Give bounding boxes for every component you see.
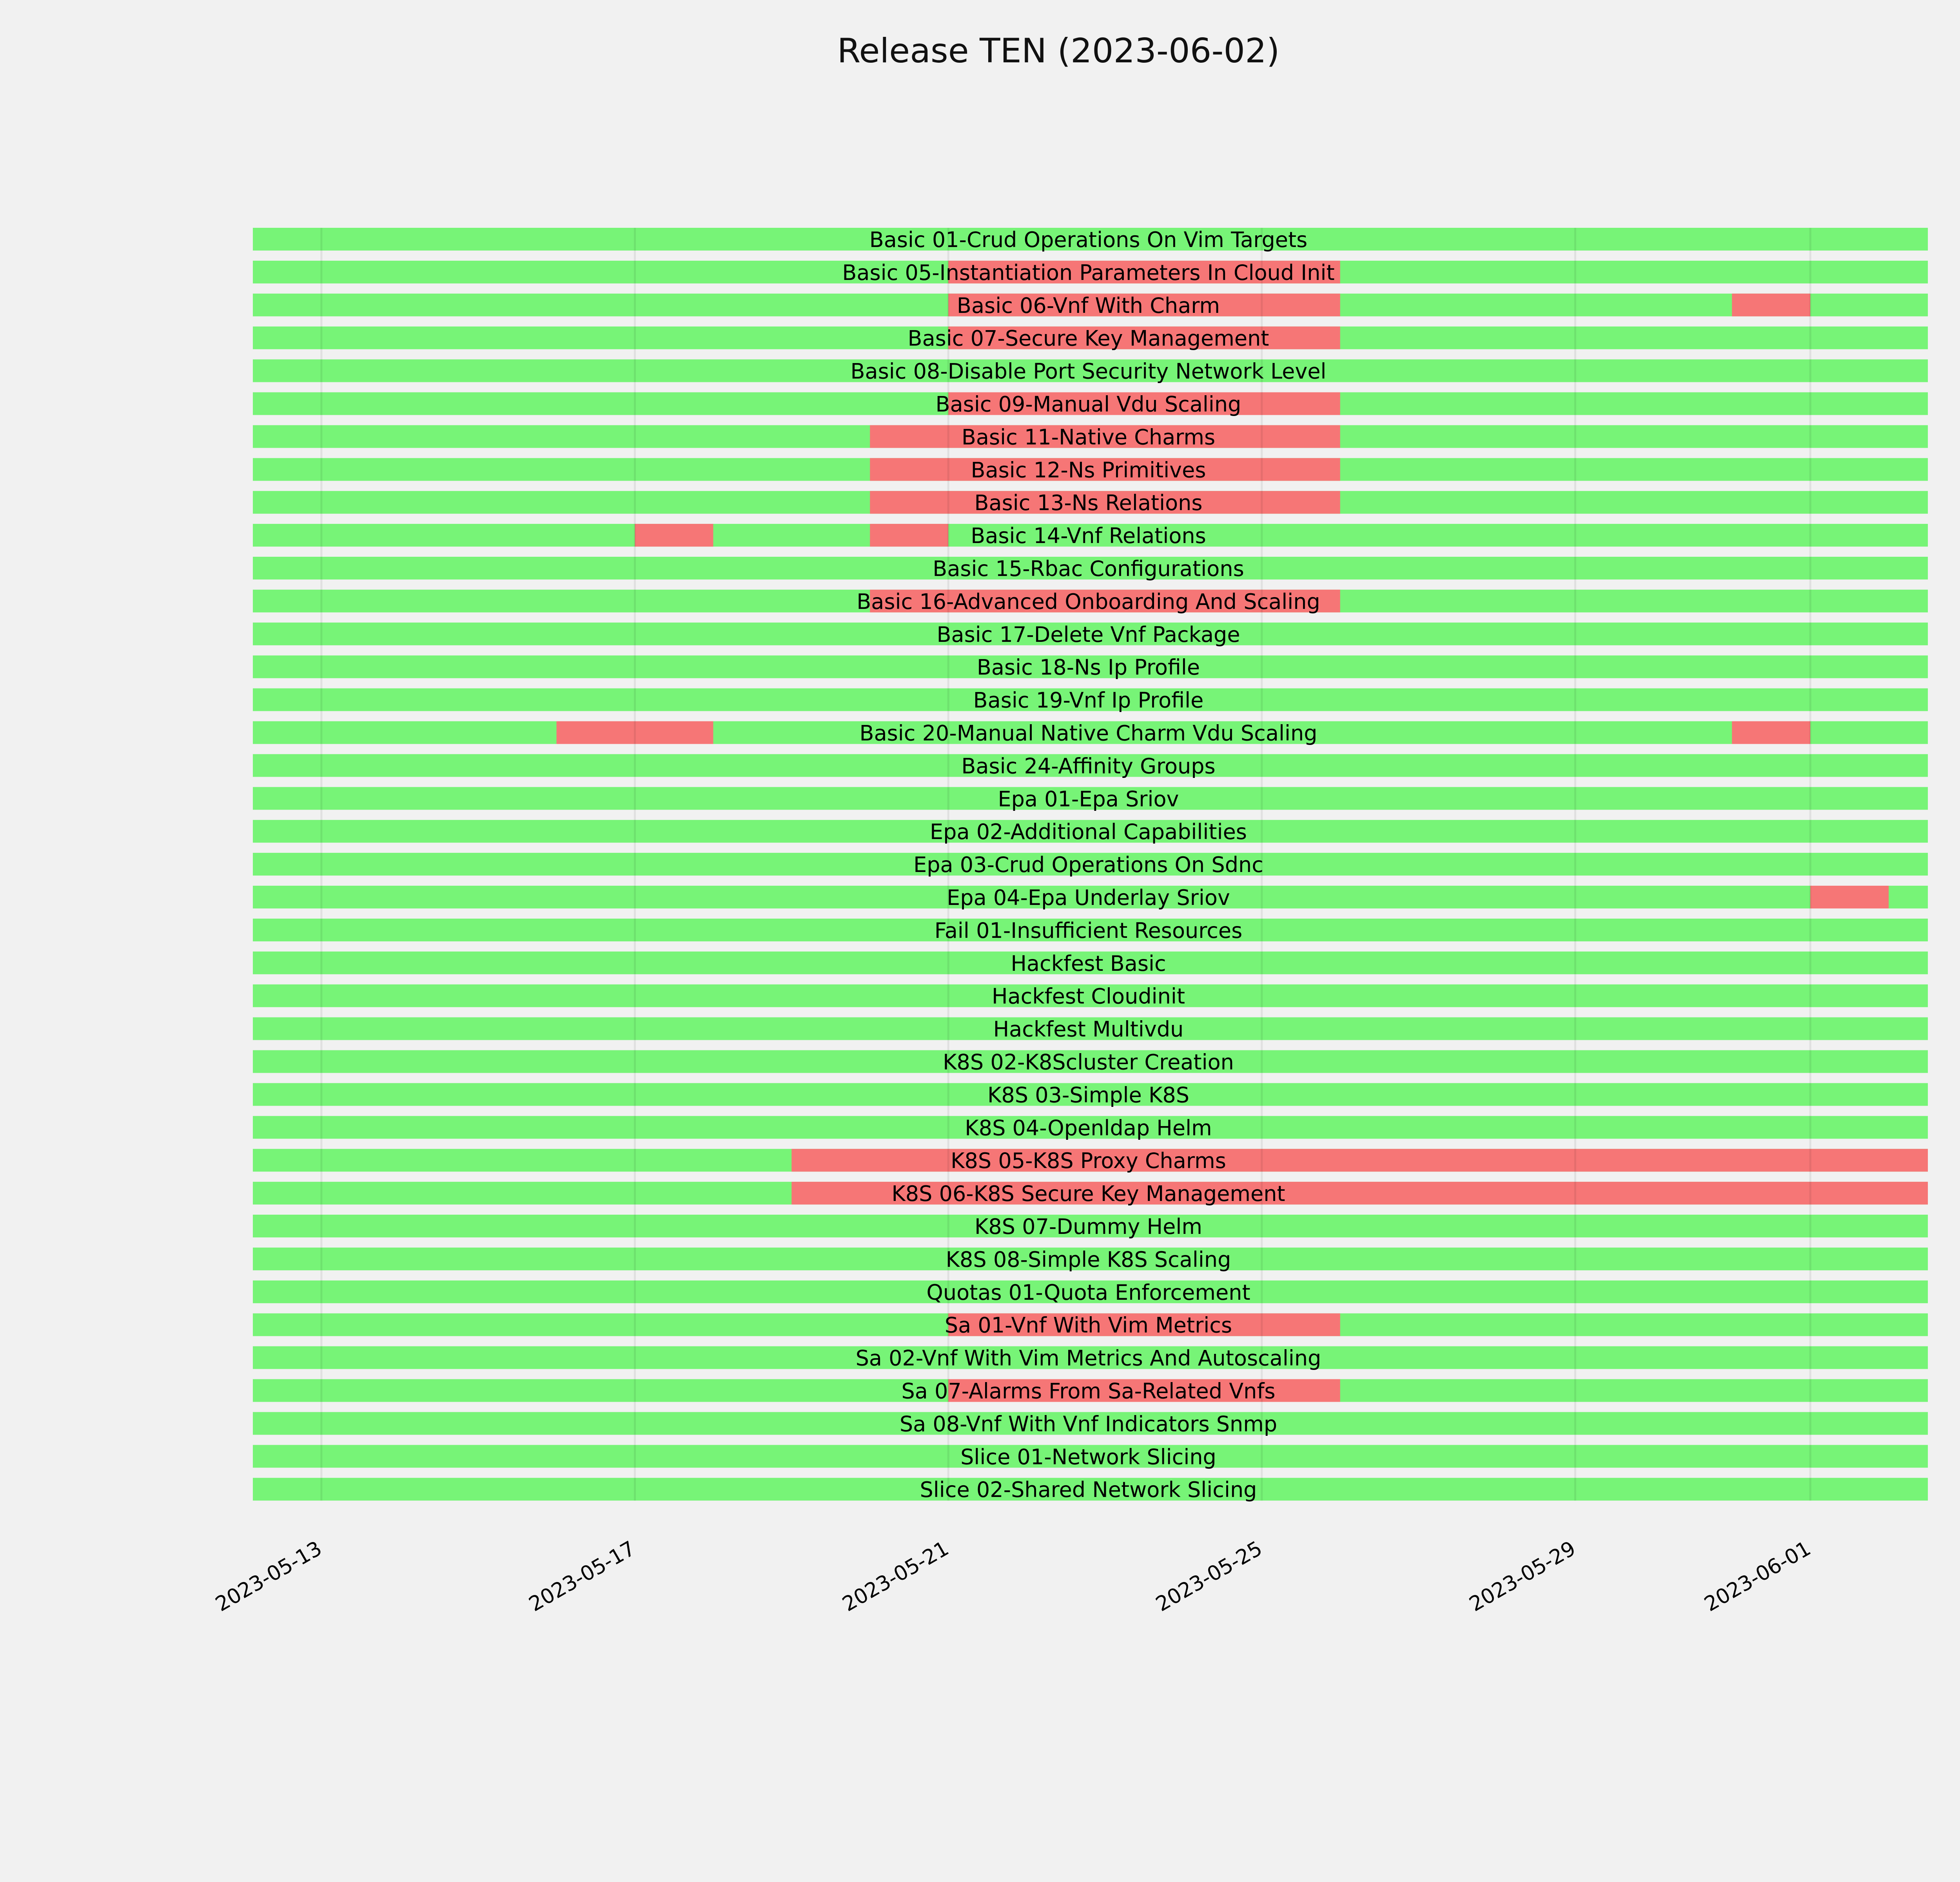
fail-segment — [948, 293, 1340, 316]
fail-segment — [791, 1182, 1928, 1205]
pass-bar — [253, 359, 1928, 382]
fail-segment — [870, 589, 1340, 612]
pass-bar — [253, 721, 1928, 744]
row-label: K8S 05-K8S Proxy Charms — [951, 1148, 1226, 1173]
row-label: Sa 02-Vnf With Vim Metrics And Autoscali… — [856, 1346, 1321, 1371]
x-tick-label: 2023-05-25 — [1152, 1537, 1267, 1616]
fail-segment — [1732, 721, 1811, 744]
row-label: K8S 03-Simple K8S — [987, 1083, 1189, 1107]
labels-layer: Basic 01-Crud Operations On Vim Targets B… — [842, 227, 1334, 1502]
row-label: Hackfest Basic — [1011, 951, 1166, 976]
row-label: Epa 02-Additional Capabilities — [930, 819, 1247, 844]
pass-bar — [253, 622, 1928, 645]
row-label: Quotas 01-Quota Enforcement — [926, 1280, 1250, 1305]
fail-segment — [870, 524, 949, 547]
row-label: Sa 08-Vnf With Vnf Indicators Snmp — [900, 1412, 1277, 1436]
row-label: K8S 06-K8S Secure Key Management — [891, 1181, 1285, 1206]
row-label: Sa 07-Alarms From Sa-Related Vnfs — [901, 1379, 1275, 1404]
row-label: Basic 13-Ns Relations — [974, 490, 1202, 515]
pass-bar — [253, 524, 1928, 547]
pass-bar — [253, 1445, 1928, 1468]
x-tick-label: 2023-06-01 — [1700, 1537, 1815, 1616]
row-label: Basic 05-Instantiation Parameters In Clo… — [842, 260, 1334, 285]
x-tick-label: 2023-05-21 — [838, 1537, 953, 1616]
row-label: Epa 03-Crud Operations On Sdnc — [913, 852, 1263, 877]
pass-bar — [253, 1280, 1928, 1303]
row-label: K8S 07-Dummy Helm — [975, 1214, 1202, 1239]
pass-bar — [253, 1017, 1928, 1040]
fail-segment — [948, 260, 1340, 283]
row-label: Basic 19-Vnf Ip Profile — [973, 688, 1204, 713]
pass-bar — [253, 886, 1928, 908]
row-label: Fail 01-Insufficient Resources — [935, 918, 1243, 943]
pass-bar — [253, 1247, 1928, 1270]
fail-segment — [948, 326, 1340, 349]
row-label: Slice 01-Network Slicing — [960, 1444, 1216, 1469]
row-label: Sa 01-Vnf With Vim Metrics — [945, 1313, 1232, 1338]
x-axis-ticks: 2023-05-13 2023-05-17 2023-05-21 2023-05-25… — [212, 1537, 1815, 1616]
x-tick-label: 2023-05-17 — [525, 1537, 639, 1616]
fail-segment — [870, 425, 1340, 448]
pass-bar — [253, 853, 1928, 876]
row-label: Basic 15-Rbac Configurations — [933, 556, 1244, 581]
pass-bar — [253, 1050, 1928, 1073]
row-label: K8S 04-Openldap Helm — [965, 1115, 1212, 1140]
row-label: Basic 17-Delete Vnf Package — [936, 622, 1240, 647]
row-label: Basic 11-Native Charms — [962, 425, 1215, 449]
pass-bar — [253, 918, 1928, 941]
grid-layer — [320, 228, 1811, 1501]
fail-segment — [870, 491, 1340, 514]
row-label: Slice 02-Shared Network Slicing — [920, 1477, 1257, 1502]
pass-bar — [253, 787, 1928, 810]
fail-segment — [791, 1149, 1928, 1172]
pass-bar — [253, 754, 1928, 777]
pass-bar — [253, 1215, 1928, 1237]
row-label: Basic 01-Crud Operations On Vim Targets — [869, 227, 1308, 252]
fail-segment — [948, 1313, 1340, 1336]
x-tick-label: 2023-05-29 — [1465, 1537, 1580, 1616]
fail-segment — [948, 1379, 1340, 1402]
row-label: Basic 18-Ns Ip Profile — [977, 655, 1200, 680]
fail-segment — [556, 721, 713, 744]
pass-bar — [253, 1478, 1928, 1501]
fail-segment — [948, 392, 1340, 415]
chart-title: Release TEN (2023-06-02) — [837, 31, 1280, 71]
row-label: Basic 20-Manual Native Charm Vdu Scaling — [860, 721, 1318, 746]
row-label: Epa 04-Epa Underlay Sriov — [947, 885, 1230, 910]
row-label: Basic 14-Vnf Relations — [971, 523, 1206, 548]
row-label: Basic 12-Ns Primitives — [971, 458, 1206, 482]
pass-bar — [253, 820, 1928, 843]
pass-bar — [253, 655, 1928, 678]
pass-bar — [253, 1346, 1928, 1369]
row-label: Basic 06-Vnf With Charm — [957, 293, 1220, 318]
x-tick-label: 2023-05-13 — [212, 1537, 326, 1616]
row-label: Basic 09-Manual Vdu Scaling — [936, 392, 1241, 417]
row-label: K8S 02-K8Scluster Creation — [943, 1050, 1234, 1075]
row-label: Basic 07-Secure Key Management — [908, 326, 1269, 351]
row-label: Basic 16-Advanced Onboarding And Scaling — [857, 589, 1320, 614]
pass-bar — [253, 984, 1928, 1007]
pass-bar — [253, 1083, 1928, 1106]
pass-bar — [253, 1412, 1928, 1435]
fail-segment — [635, 524, 713, 547]
fail-segment — [1810, 886, 1889, 908]
pass-bar — [253, 228, 1928, 251]
row-label: Hackfest Multivdu — [993, 1017, 1184, 1042]
pass-bar — [253, 688, 1928, 711]
pass-bar — [253, 557, 1928, 579]
fail-segment — [1732, 293, 1811, 316]
fail-segment — [870, 458, 1340, 481]
bars-layer — [253, 228, 1928, 1501]
row-label: Basic 24-Affinity Groups — [961, 754, 1215, 778]
row-label: K8S 08-Simple K8S Scaling — [946, 1247, 1231, 1272]
row-label: Epa 01-Epa Sriov — [998, 787, 1179, 811]
row-label: Hackfest Cloudinit — [992, 984, 1185, 1009]
pass-bar — [253, 1116, 1928, 1139]
pass-bar — [253, 951, 1928, 974]
row-label: Basic 08-Disable Port Security Network L… — [850, 359, 1326, 384]
